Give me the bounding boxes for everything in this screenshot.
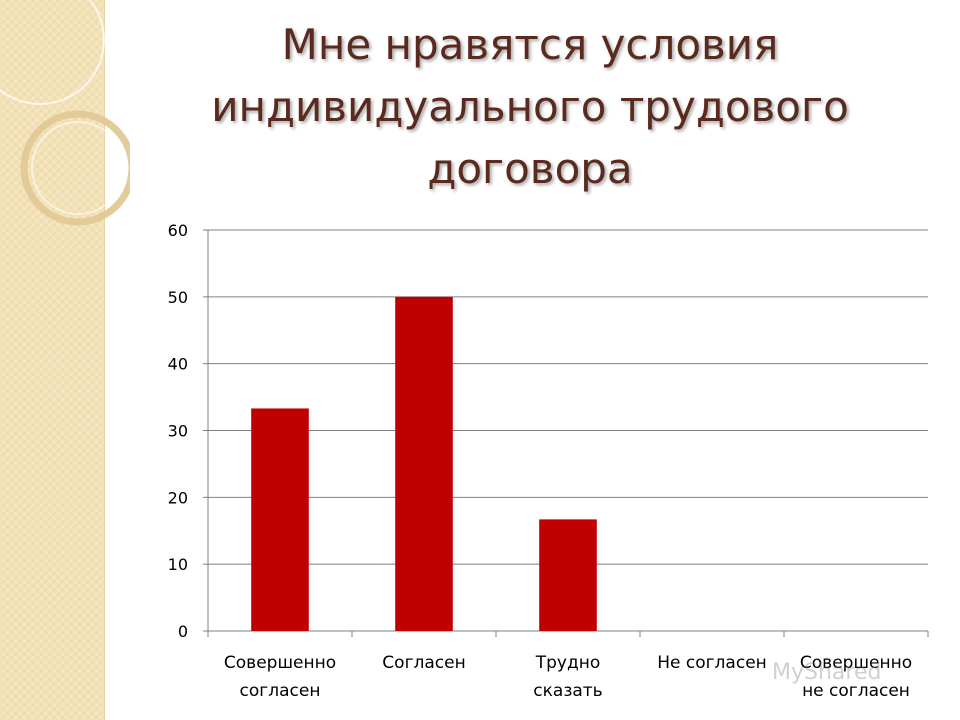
y-tick-label: 20 <box>168 488 188 507</box>
bar-2 <box>395 296 453 631</box>
x-category-label: Трудно <box>535 653 601 673</box>
bar-1 <box>251 408 309 631</box>
x-category-label: Совершенно <box>224 653 336 673</box>
x-category-label: сказать <box>533 681 602 701</box>
decorative-rings <box>0 0 130 226</box>
watermark-text: MyShared <box>772 660 882 685</box>
x-category-label: Не согласен <box>657 653 767 673</box>
x-category-label: Согласен <box>382 653 465 673</box>
y-tick-label: 10 <box>168 555 188 574</box>
y-tick-label: 60 <box>168 221 188 240</box>
bar-3 <box>539 519 597 631</box>
y-tick-label: 50 <box>168 288 188 307</box>
y-tick-label: 40 <box>168 355 188 374</box>
slide-title: Мне нравятся условия индивидуального тру… <box>110 14 950 200</box>
title-line-2: индивидуального трудового <box>211 82 849 131</box>
title-line-3: договора <box>427 144 633 193</box>
x-category-label: согласен <box>240 681 321 701</box>
x-category-label: Совершенно <box>800 653 912 673</box>
title-line-1: Мне нравятся условия <box>281 20 779 69</box>
y-tick-label: 30 <box>168 422 188 441</box>
y-tick-label: 0 <box>178 622 188 641</box>
x-category-label: не согласен <box>802 681 910 701</box>
